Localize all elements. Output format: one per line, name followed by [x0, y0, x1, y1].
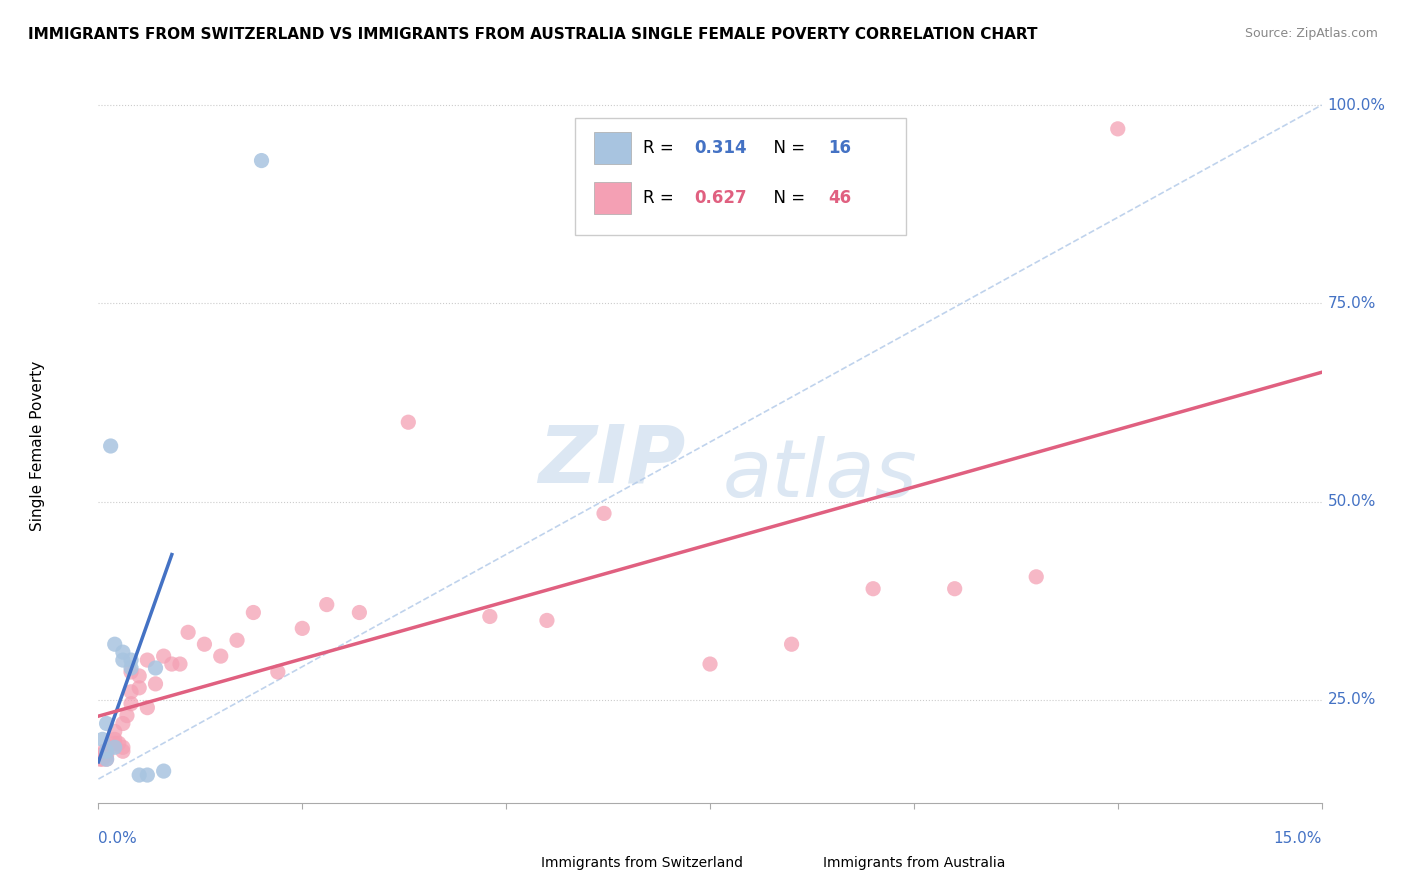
Point	[152, 764, 174, 778]
Point	[699, 657, 721, 671]
Point	[128, 681, 150, 695]
Point	[152, 649, 174, 664]
Point	[96, 716, 118, 731]
Point	[193, 637, 215, 651]
Point	[862, 582, 884, 596]
Point	[128, 768, 150, 782]
Point	[111, 744, 134, 758]
Point	[90, 748, 112, 763]
Point	[169, 657, 191, 671]
Point	[315, 598, 337, 612]
Text: Source: ZipAtlas.com: Source: ZipAtlas.com	[1244, 27, 1378, 40]
Point	[111, 716, 134, 731]
Point	[104, 637, 127, 651]
Point	[111, 645, 134, 659]
Point	[349, 606, 371, 620]
Point	[396, 415, 419, 429]
Text: ZIP: ZIP	[538, 421, 686, 500]
Point	[1107, 121, 1129, 136]
Point	[100, 439, 122, 453]
Text: 100.0%: 100.0%	[1327, 97, 1386, 112]
Point	[780, 637, 803, 651]
Point	[93, 744, 115, 758]
Point	[96, 752, 118, 766]
FancyBboxPatch shape	[502, 856, 533, 872]
Point	[136, 653, 159, 667]
Text: Immigrants from Switzerland: Immigrants from Switzerland	[541, 856, 744, 871]
Point	[120, 697, 142, 711]
Point	[226, 633, 249, 648]
Text: IMMIGRANTS FROM SWITZERLAND VS IMMIGRANTS FROM AUSTRALIA SINGLE FEMALE POVERTY C: IMMIGRANTS FROM SWITZERLAND VS IMMIGRANT…	[28, 27, 1038, 42]
Point	[96, 748, 118, 763]
Point	[111, 653, 134, 667]
Point	[136, 768, 159, 782]
Point	[111, 740, 134, 755]
Text: 25.0%: 25.0%	[1327, 692, 1376, 707]
Point	[291, 621, 314, 635]
Point	[136, 700, 159, 714]
Point	[96, 744, 118, 758]
Point	[104, 724, 127, 739]
Point	[145, 677, 167, 691]
Point	[242, 606, 264, 620]
Point	[100, 740, 122, 755]
Text: 0.314: 0.314	[695, 139, 747, 157]
Point	[478, 609, 501, 624]
Text: R =: R =	[643, 139, 679, 157]
Text: N =: N =	[762, 139, 810, 157]
FancyBboxPatch shape	[593, 182, 630, 214]
Point	[177, 625, 200, 640]
Text: 0.627: 0.627	[695, 189, 747, 207]
Point	[120, 665, 142, 679]
Point	[96, 752, 118, 766]
Point	[115, 708, 138, 723]
Text: 75.0%: 75.0%	[1327, 296, 1376, 310]
Text: 46: 46	[828, 189, 852, 207]
Text: 15.0%: 15.0%	[1274, 831, 1322, 847]
Text: Immigrants from Australia: Immigrants from Australia	[823, 856, 1005, 871]
Point	[128, 669, 150, 683]
Point	[209, 649, 232, 664]
Point	[91, 752, 114, 766]
Point	[145, 661, 167, 675]
Text: 16: 16	[828, 139, 852, 157]
Point	[104, 732, 127, 747]
Text: R =: R =	[643, 189, 679, 207]
Point	[104, 740, 127, 755]
Text: 50.0%: 50.0%	[1327, 494, 1376, 509]
Text: 0.0%: 0.0%	[98, 831, 138, 847]
Text: N =: N =	[762, 189, 810, 207]
Text: atlas: atlas	[723, 435, 918, 514]
Point	[250, 153, 273, 168]
Point	[943, 582, 966, 596]
Point	[91, 732, 114, 747]
Point	[89, 752, 111, 766]
Point	[104, 736, 127, 750]
Point	[120, 685, 142, 699]
FancyBboxPatch shape	[783, 856, 814, 872]
Point	[120, 661, 142, 675]
FancyBboxPatch shape	[575, 118, 905, 235]
Point	[96, 744, 118, 758]
Point	[108, 736, 131, 750]
Point	[1025, 570, 1047, 584]
Point	[267, 665, 290, 679]
Text: Single Female Poverty: Single Female Poverty	[30, 361, 45, 531]
Point	[536, 614, 558, 628]
FancyBboxPatch shape	[593, 132, 630, 164]
Point	[120, 653, 142, 667]
Point	[593, 507, 616, 521]
Point	[160, 657, 183, 671]
